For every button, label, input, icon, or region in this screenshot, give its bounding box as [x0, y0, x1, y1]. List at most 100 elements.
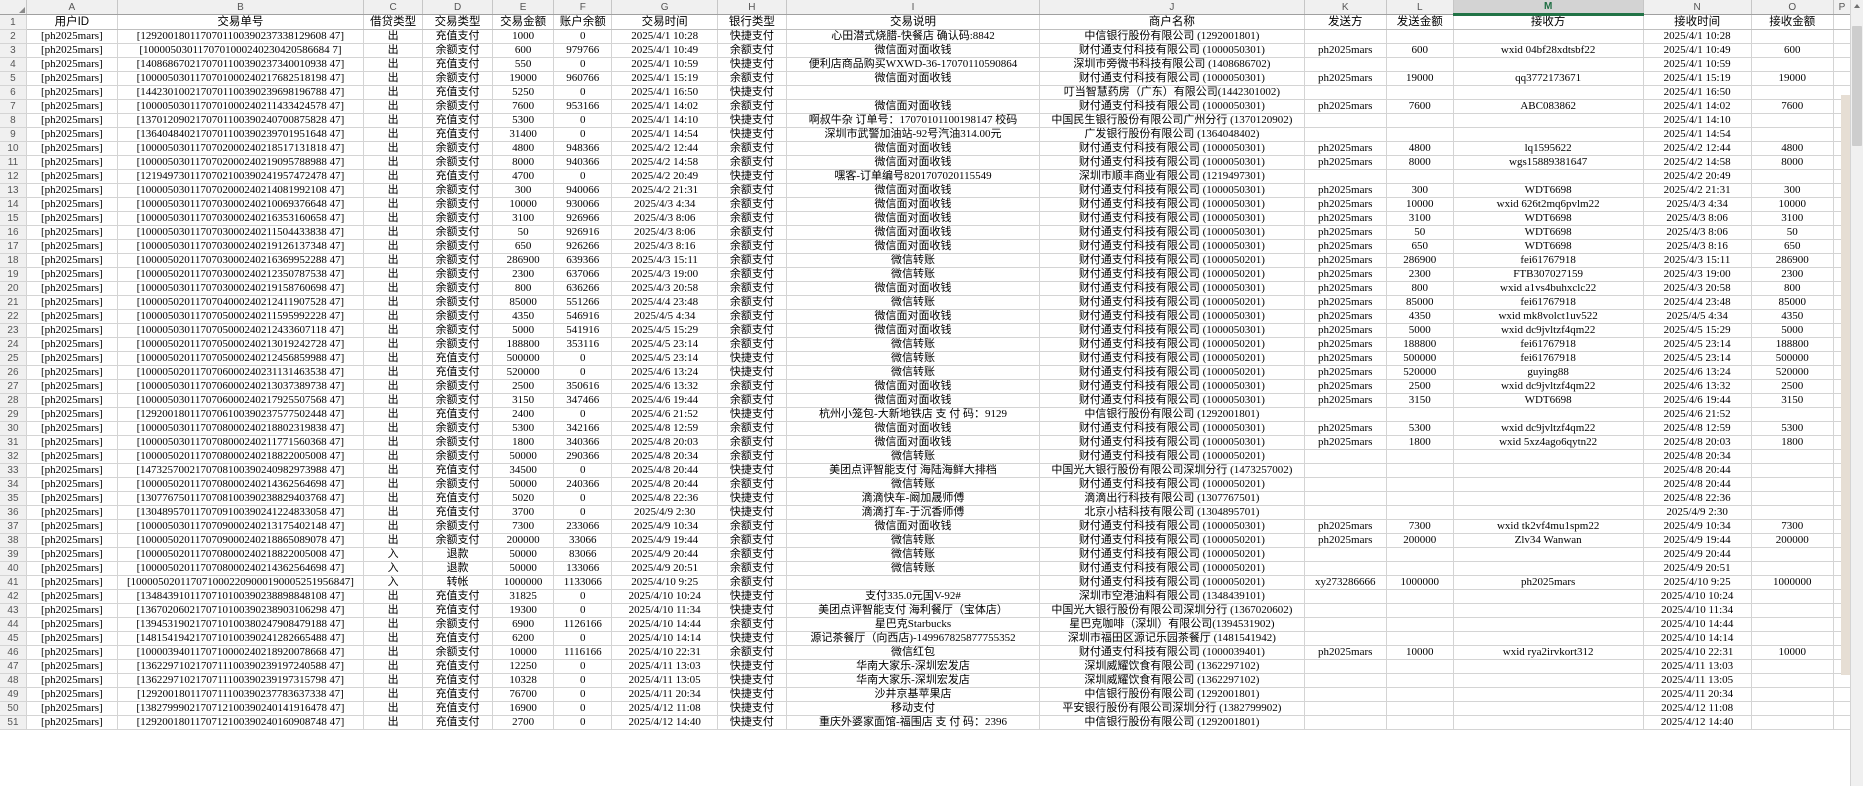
cell-h47[interactable]: 快捷支付: [717, 659, 787, 674]
field-header-m[interactable]: 接收方: [1452, 14, 1644, 30]
cell-f30[interactable]: 342166: [553, 421, 613, 436]
cell-m15[interactable]: WDT6698: [1452, 211, 1644, 226]
cell-g47[interactable]: 2025/4/11 13:03: [611, 659, 719, 674]
cell-c49[interactable]: 出: [363, 687, 424, 702]
cell-g39[interactable]: 2025/4/9 20:44: [611, 547, 719, 562]
cell-g50[interactable]: 2025/4/12 11:08: [611, 701, 719, 716]
cell-c39[interactable]: 入: [363, 547, 424, 562]
cell-o12[interactable]: [1751, 169, 1834, 184]
field-header-l[interactable]: 发送金额: [1386, 14, 1454, 30]
cell-m27[interactable]: wxid dc9jvltzf4qm22: [1452, 379, 1644, 394]
cell-l22[interactable]: 4350: [1386, 309, 1454, 324]
cell-k50[interactable]: [1304, 701, 1387, 716]
cell-d23[interactable]: 余额支付: [422, 323, 493, 338]
cell-m12[interactable]: [1452, 169, 1644, 184]
cell-e46[interactable]: 10000: [492, 645, 555, 660]
cell-a8[interactable]: [ph2025mars]: [26, 113, 118, 128]
cell-n41[interactable]: 2025/4/10 9:25: [1643, 575, 1752, 590]
row-header-15[interactable]: 15: [0, 211, 27, 226]
table-row[interactable]: 17 [ph2025mars] [1000050301170703000240219…: [0, 239, 1852, 254]
column-header-n[interactable]: N: [1643, 0, 1752, 15]
cell-m7[interactable]: ABC083862: [1452, 99, 1644, 114]
cell-g10[interactable]: 2025/4/2 12:44: [611, 141, 719, 156]
cell-c30[interactable]: 出: [363, 421, 424, 436]
cell-h26[interactable]: 快捷支付: [717, 365, 787, 380]
cell-n24[interactable]: 2025/4/5 23:14: [1643, 337, 1752, 352]
cell-m6[interactable]: [1452, 85, 1644, 100]
cell-j2[interactable]: 中信银行股份有限公司 (1292001801): [1039, 29, 1305, 44]
cell-g13[interactable]: 2025/4/2 21:31: [611, 183, 719, 198]
row-header-24[interactable]: 24: [0, 337, 27, 352]
cell-o44[interactable]: [1751, 617, 1834, 632]
cell-b26[interactable]: [1000050201170706000240231131463538 47]: [117, 365, 365, 380]
cell-k41[interactable]: xy273286666: [1304, 575, 1387, 590]
cell-g17[interactable]: 2025/4/3 8:16: [611, 239, 719, 254]
cell-d22[interactable]: 余额支付: [422, 309, 493, 324]
cell-n48[interactable]: 2025/4/11 13:05: [1643, 673, 1752, 688]
table-row[interactable]: 7 [ph2025mars] [10000503011707010002402114…: [0, 99, 1852, 114]
cell-e47[interactable]: 12250: [492, 659, 555, 674]
row-header-14[interactable]: 14: [0, 197, 27, 212]
cell-e36[interactable]: 3700: [492, 505, 555, 520]
table-row[interactable]: 25 [ph2025mars] [1000050201170705000240212…: [0, 351, 1852, 366]
cell-m51[interactable]: [1452, 715, 1644, 730]
cell-d14[interactable]: 余额支付: [422, 197, 493, 212]
cell-d48[interactable]: 充值支付: [422, 673, 493, 688]
field-header-g[interactable]: 交易时间: [611, 14, 719, 30]
cell-k36[interactable]: [1304, 505, 1387, 520]
cell-b39[interactable]: [1000050201170708000240218822005008 47]: [117, 547, 365, 562]
cell-k31[interactable]: ph2025mars: [1304, 435, 1387, 450]
cell-n2[interactable]: 2025/4/1 10:28: [1643, 29, 1752, 44]
cell-c18[interactable]: 出: [363, 253, 424, 268]
cell-m39[interactable]: [1452, 547, 1644, 562]
cell-h43[interactable]: 快捷支付: [717, 603, 787, 618]
cell-o45[interactable]: [1751, 631, 1834, 646]
cell-n8[interactable]: 2025/4/1 14:10: [1643, 113, 1752, 128]
row-header-37[interactable]: 37: [0, 519, 27, 534]
cell-j17[interactable]: 财付通支付科技有限公司 (1000050301): [1039, 239, 1305, 254]
cell-n29[interactable]: 2025/4/6 21:52: [1643, 407, 1752, 422]
cell-i2[interactable]: 心田潜式烧腊-快餐店 确认码:8842: [786, 29, 1041, 44]
cell-d15[interactable]: 余额支付: [422, 211, 493, 226]
field-header-j[interactable]: 商户名称: [1039, 14, 1305, 30]
cell-n13[interactable]: 2025/4/2 21:31: [1643, 183, 1752, 198]
cell-l27[interactable]: 2500: [1386, 379, 1454, 394]
cell-i5[interactable]: 微信面对面收钱: [786, 71, 1041, 86]
cell-b34[interactable]: [1000050201170708000240214362564698 47]: [117, 477, 365, 492]
column-header-k[interactable]: K: [1304, 0, 1387, 15]
cell-n34[interactable]: 2025/4/8 20:44: [1643, 477, 1752, 492]
cell-e32[interactable]: 50000: [492, 449, 555, 464]
scroll-up-arrow[interactable]: [1851, 0, 1863, 12]
row-header-29[interactable]: 29: [0, 407, 27, 422]
table-row[interactable]: 2 [ph2025mars] [12920018011707011003902373…: [0, 29, 1852, 44]
cell-h5[interactable]: 余额支付: [717, 71, 787, 86]
cell-p5[interactable]: [1833, 71, 1852, 86]
cell-i7[interactable]: 微信面对面收钱: [786, 99, 1041, 114]
table-row[interactable]: 8 [ph2025mars] [13701209021707011003902407…: [0, 113, 1852, 128]
row-header-41[interactable]: 41: [0, 575, 27, 590]
cell-i19[interactable]: 微信转账: [786, 267, 1041, 282]
cell-a6[interactable]: [ph2025mars]: [26, 85, 118, 100]
cell-d9[interactable]: 充值支付: [422, 127, 493, 142]
cell-c44[interactable]: 出: [363, 617, 424, 632]
cell-l43[interactable]: [1386, 603, 1454, 618]
table-row[interactable]: 4 [ph2025mars] [14086867021707011003902373…: [0, 57, 1852, 72]
cell-l12[interactable]: [1386, 169, 1454, 184]
cell-i23[interactable]: 微信面对面收钱: [786, 323, 1041, 338]
cell-l11[interactable]: 8000: [1386, 155, 1454, 170]
cell-e9[interactable]: 31400: [492, 127, 555, 142]
cell-g44[interactable]: 2025/4/10 14:44: [611, 617, 719, 632]
cell-j6[interactable]: 叮当智慧药房（广东）有限公司(1442301002): [1039, 85, 1305, 100]
cell-b51[interactable]: [1292001801170712100390240160908748 47]: [117, 715, 365, 730]
cell-b22[interactable]: [1000050301170705000240211595992228 47]: [117, 309, 365, 324]
cell-b42[interactable]: [1348439101170710100390238898848108 47]: [117, 589, 365, 604]
table-row[interactable]: 16 [ph2025mars] [1000050301170703000240211…: [0, 225, 1852, 240]
cell-d32[interactable]: 余额支付: [422, 449, 493, 464]
cell-k32[interactable]: [1304, 449, 1387, 464]
cell-h27[interactable]: 余额支付: [717, 379, 787, 394]
cell-k47[interactable]: [1304, 659, 1387, 674]
cell-k37[interactable]: ph2025mars: [1304, 519, 1387, 534]
cell-e8[interactable]: 5300: [492, 113, 555, 128]
cell-a25[interactable]: [ph2025mars]: [26, 351, 118, 366]
